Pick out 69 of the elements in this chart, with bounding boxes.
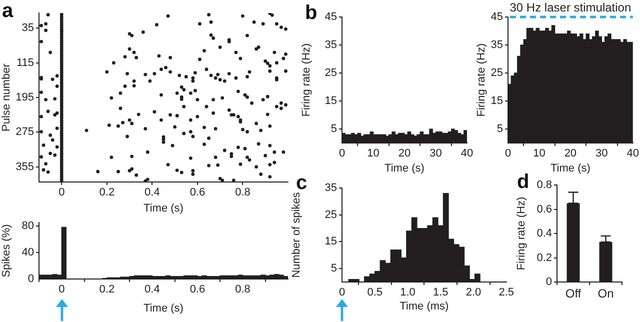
y-tick-label: 5	[330, 123, 337, 136]
y-tick-label: 25	[324, 208, 337, 221]
x-tick-label: 40	[460, 148, 474, 160]
y-tick-label: 35	[22, 22, 34, 34]
y-tick-label: 115	[16, 56, 34, 69]
x-tick-label: On	[598, 286, 614, 301]
y-tick-label: 35	[490, 39, 503, 52]
y-tick-label: 15	[324, 95, 337, 108]
y-axis-title: Spikes (%)	[0, 224, 13, 278]
chart-title: c	[296, 172, 308, 194]
x-tick-label: Off	[565, 286, 582, 301]
y-tick-label: 15	[324, 236, 337, 248]
y-tick-label: 195	[16, 92, 34, 104]
x-tick-label: 2.5	[498, 286, 514, 299]
x-axis-title: Time (s)	[384, 162, 424, 174]
y-axis-title: Firing rate (Hz)	[300, 43, 313, 117]
chart-title: a	[2, 0, 14, 22]
x-axis-title: Time (ms)	[400, 300, 449, 312]
x-tick-label: 1.5	[432, 286, 448, 299]
y-tick-label: 275	[16, 126, 34, 138]
chart-title: d	[517, 171, 530, 193]
x-tick-label: 0	[338, 286, 346, 299]
chart-title: b	[305, 2, 318, 24]
x-tick-label: 0.4	[144, 186, 160, 199]
y-tick-label: 15	[490, 95, 503, 108]
x-tick-label: 0	[338, 148, 346, 160]
y-tick-label: 35	[324, 182, 337, 194]
x-tick-label: 0	[58, 186, 65, 199]
x-tick-label: 20	[398, 148, 411, 160]
x-tick-label: 30	[596, 148, 608, 160]
y-axis-title: Pulse number	[0, 63, 13, 132]
y-axis-title: Firing rate (Hz)	[516, 196, 528, 270]
y-tick-label: 0.2	[536, 252, 552, 264]
x-tick-label: 30	[430, 148, 442, 160]
x-tick-label: 0.8	[235, 284, 250, 296]
x-tick-label: 0.4	[144, 284, 160, 296]
y-tick-label: 5	[330, 262, 337, 275]
x-tick-label: 40	[626, 148, 640, 160]
x-tick-label: 20	[564, 148, 577, 160]
y-tick-label: 355	[16, 160, 34, 173]
y-axis-title: Firing rate (Hz)	[476, 43, 488, 117]
y-tick-label: 35	[324, 39, 337, 52]
x-axis-title: Time (s)	[550, 162, 590, 174]
x-tick-label: 2.0	[466, 286, 482, 299]
y-tick-label: 0.4	[536, 228, 552, 240]
x-tick-label: 0.2	[99, 186, 115, 199]
x-tick-label: 0.2	[99, 284, 115, 296]
x-tick-label: 0.8	[235, 186, 250, 199]
y-axis-title: Number of spikes	[290, 192, 303, 278]
x-tick-label: 10	[533, 148, 546, 160]
y-tick-label: 80	[22, 220, 34, 232]
y-tick-label: 0	[28, 273, 34, 286]
x-tick-label: 0	[504, 148, 512, 160]
x-tick-label: 10	[367, 148, 380, 160]
ref-line-label: 30 Hz laser stimulation	[510, 0, 632, 14]
y-tick-label: 45	[490, 11, 503, 24]
y-tick-label: 40	[22, 246, 34, 258]
x-axis-title: Time (s)	[144, 302, 184, 314]
y-tick-label: 5	[496, 123, 503, 136]
y-tick-label: 25	[490, 67, 503, 80]
x-tick-label: 0.6	[190, 284, 206, 296]
y-tick-label: 25	[324, 67, 337, 80]
y-tick-label: 45	[324, 11, 337, 24]
x-axis-title: Time (s)	[144, 202, 184, 214]
x-tick-label: 1.0	[400, 286, 416, 299]
x-tick-label: 0.5	[367, 286, 383, 299]
x-tick-label: 0.6	[190, 186, 206, 199]
y-tick-label: 0.6	[536, 203, 552, 216]
x-tick-label: 0	[58, 284, 65, 296]
